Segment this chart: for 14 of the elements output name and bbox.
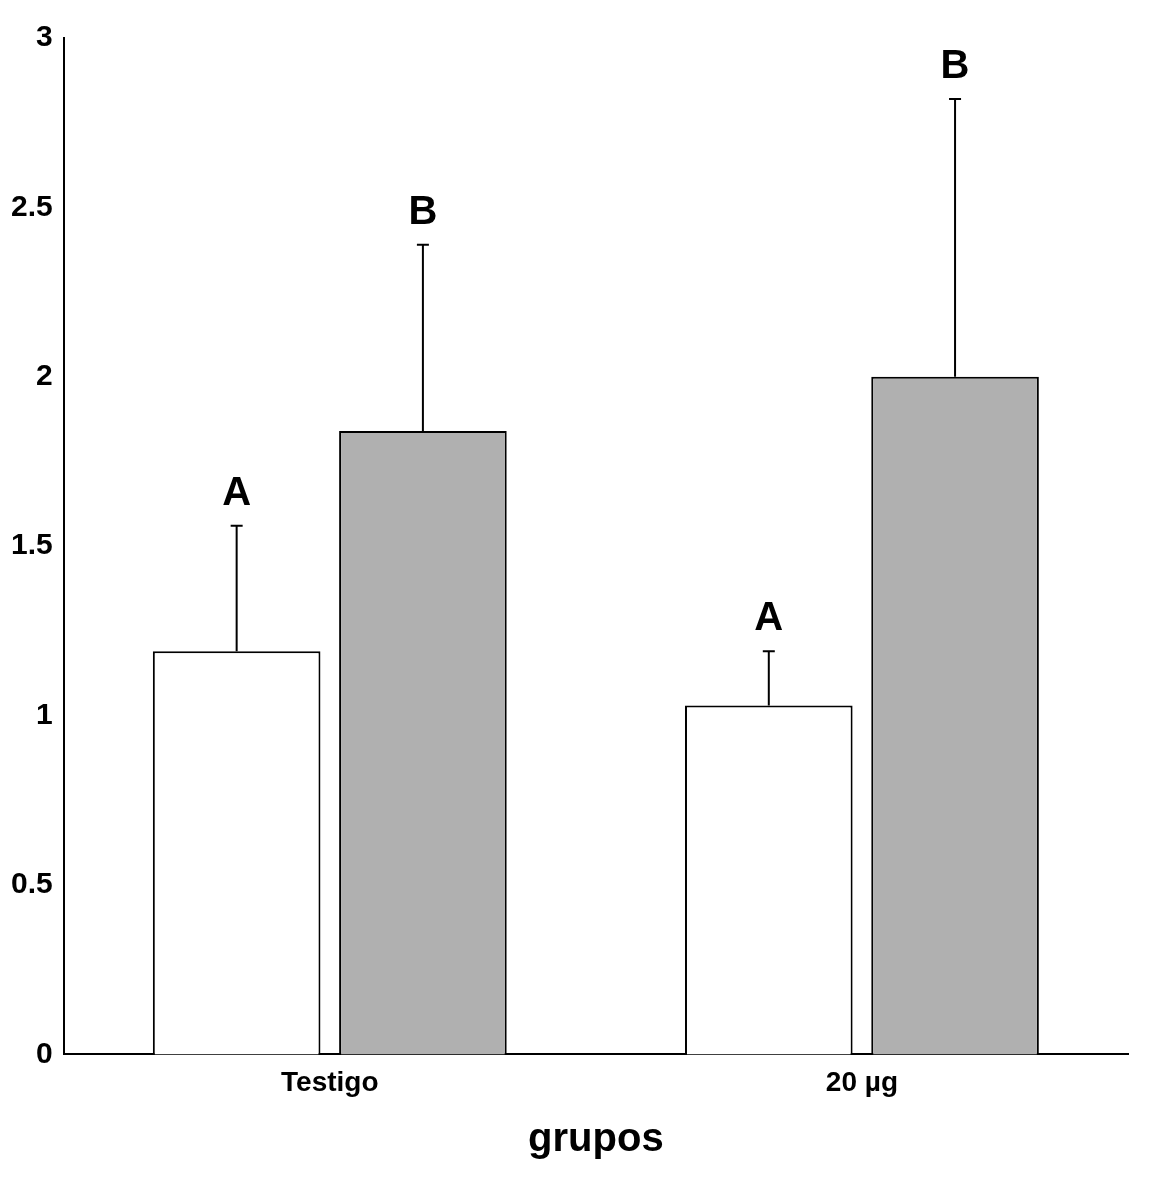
annotation: B — [408, 187, 438, 232]
y-tick-label: 1 — [36, 696, 53, 730]
annotation: A — [754, 594, 784, 639]
y-tick-label: 0 — [36, 1035, 53, 1069]
y-tick-label: 2.5 — [10, 188, 53, 222]
x-axis-title: grupos — [528, 1115, 664, 1160]
y-tick-label: 2 — [36, 358, 53, 392]
annotation: A — [222, 468, 252, 513]
x-tick-label: Testigo — [281, 1065, 379, 1097]
y-tick-label: 3 — [36, 19, 53, 53]
x-tick-label: 20 µg — [825, 1065, 899, 1097]
y-tick-label: 0.5 — [10, 866, 53, 900]
y-tick-label: 1.5 — [10, 527, 53, 561]
annotation: B — [940, 42, 970, 87]
